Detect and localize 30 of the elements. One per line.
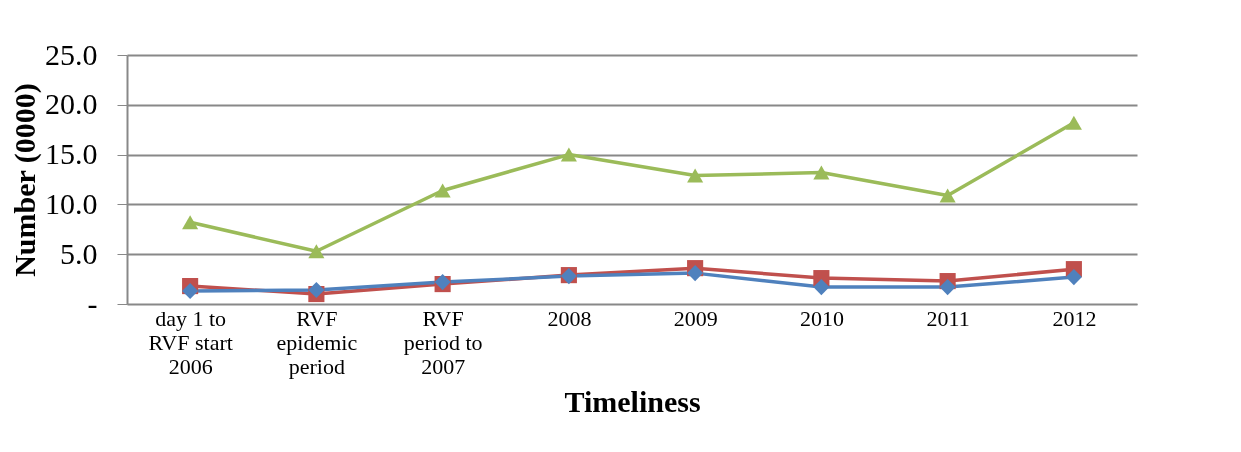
x-tick-label: 2011 xyxy=(926,305,970,331)
point xyxy=(182,282,199,300)
x-tick-label: 2008 xyxy=(547,305,592,331)
point xyxy=(687,265,704,282)
point xyxy=(687,168,704,183)
point xyxy=(434,183,451,198)
y-tick-label: 15.0 xyxy=(45,137,98,171)
point xyxy=(182,215,199,230)
point xyxy=(308,281,325,299)
x-axis-title: Timeliness xyxy=(564,384,701,418)
y-tick-label: 10.0 xyxy=(45,186,98,220)
x-tick-label: 2010 xyxy=(799,305,844,331)
y-tick-label: 25.0 xyxy=(45,37,98,71)
point xyxy=(1065,115,1082,130)
point xyxy=(560,147,577,162)
y-tick-label: 20.0 xyxy=(45,87,98,121)
point xyxy=(813,279,830,296)
y-axis-title: Number (0000) xyxy=(8,83,42,277)
y-tick-label: 5.0 xyxy=(60,236,98,270)
point xyxy=(939,188,956,203)
point xyxy=(1065,269,1082,286)
point xyxy=(813,165,830,180)
x-tick-label: 2009 xyxy=(673,305,718,331)
x-tick-label: RVF period to 2007 xyxy=(403,305,483,379)
point xyxy=(939,279,956,296)
x-tick-label: day 1 to RVF start 2006 xyxy=(148,305,233,379)
point xyxy=(308,244,325,259)
y-tick-label: - xyxy=(87,286,98,320)
x-tick-label: 2012 xyxy=(1052,305,1097,331)
x-tick-label: RVF epidemic period xyxy=(276,305,358,379)
